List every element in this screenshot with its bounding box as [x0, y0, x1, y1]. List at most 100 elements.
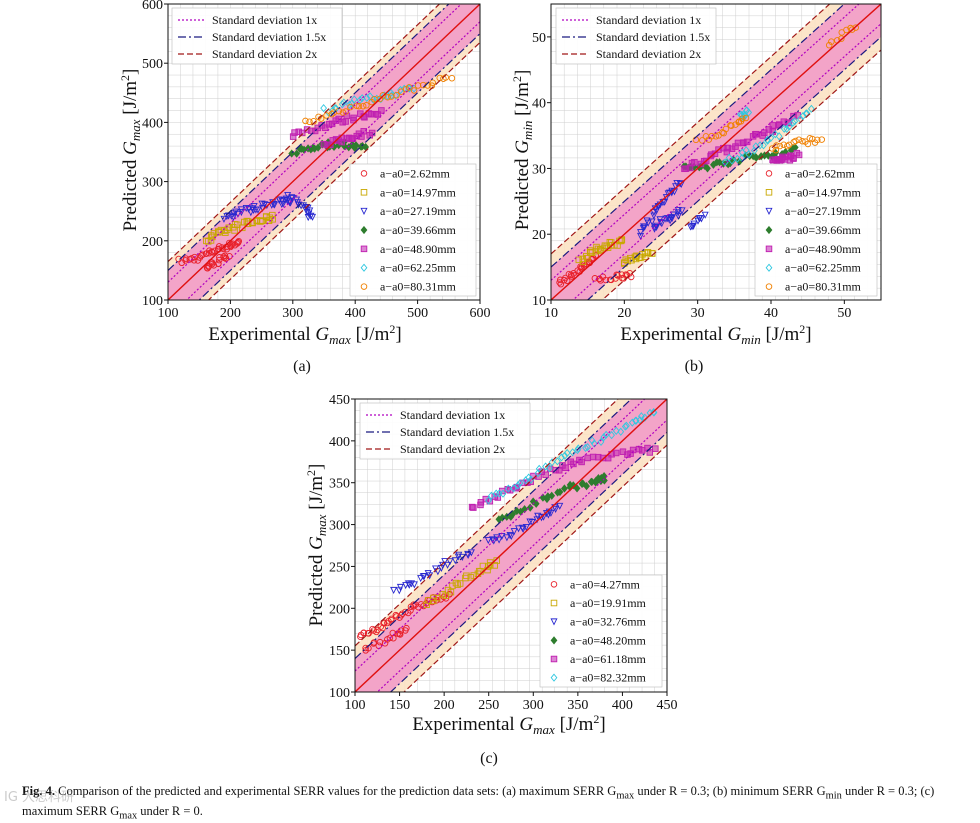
caption-sub-3: max — [119, 810, 138, 821]
legend-series-label: a−a0=32.76mm — [570, 615, 647, 629]
data-point — [393, 91, 400, 99]
caption-text-2: under R = 0.3; (b) minimum SERR G — [634, 784, 826, 798]
data-point — [281, 196, 289, 204]
legend-line-label: Standard deviation 1.5x — [400, 425, 514, 439]
y-tick-label: 600 — [142, 0, 163, 13]
data-point — [526, 518, 534, 526]
data-point — [490, 537, 498, 545]
data-point — [362, 644, 369, 652]
data-point — [652, 224, 661, 232]
data-point — [556, 487, 564, 497]
series-legend-box — [349, 163, 477, 297]
data-point — [199, 251, 206, 258]
panel-label-c: (c) — [480, 750, 498, 767]
data-point — [791, 117, 799, 126]
legend-series-label: a−a0=61.18mm — [570, 652, 647, 666]
legend-series-label: a−a0=19.91mm — [570, 596, 647, 610]
data-point — [342, 118, 349, 125]
data-point — [570, 460, 577, 468]
x-tick-label: 250 — [478, 698, 499, 713]
identity-line — [168, 4, 480, 300]
data-point — [495, 536, 503, 544]
data-point — [219, 245, 227, 253]
data-point — [484, 563, 492, 570]
data-point — [279, 200, 287, 208]
data-point — [689, 222, 697, 230]
data-point — [503, 534, 511, 542]
legend-line-label: Standard deviation 2x — [596, 47, 701, 61]
data-point — [203, 237, 210, 245]
data-point — [773, 142, 780, 149]
y-tick-label: 20 — [532, 228, 546, 243]
x-axis-label-b: Experimental Gmin [J/m2] — [620, 322, 811, 347]
data-point — [650, 212, 658, 220]
data-point — [584, 454, 591, 462]
data-point — [513, 506, 521, 516]
data-point — [646, 449, 654, 456]
data-point — [223, 213, 231, 221]
data-point — [590, 439, 598, 448]
panel-b: 10 20 30 40 50 10 20 30 40 50 Standard deviation 1… — [510, 3, 882, 375]
caption-text-4: under R = 0. — [137, 803, 203, 818]
legend-marker — [550, 618, 558, 626]
data-point — [648, 218, 656, 226]
data-point — [237, 209, 245, 217]
sd1-line — [551, 4, 860, 281]
data-point — [320, 104, 328, 113]
y-axis-label-c: Predicted Gmax [J/m2] — [304, 464, 329, 627]
data-point — [402, 582, 410, 590]
data-point — [640, 223, 648, 231]
series-legend-box — [754, 163, 878, 297]
data-point — [739, 115, 746, 123]
panel-label-a: (a) — [293, 358, 311, 375]
data-point — [355, 102, 363, 110]
data-point — [410, 87, 418, 94]
data-point — [623, 421, 630, 430]
data-point — [303, 209, 311, 217]
legend-series-label: a−a0=62.25mm — [785, 261, 862, 275]
sd2-line — [403, 444, 667, 692]
legend-series-label: a−a0=2.62mm — [380, 166, 451, 180]
y-tick-label: 50 — [532, 31, 546, 46]
data-point — [254, 206, 262, 214]
y-tick-label: 400 — [142, 116, 163, 131]
data-point — [208, 248, 216, 255]
data-point — [250, 202, 258, 211]
data-point — [608, 431, 615, 440]
data-point — [807, 104, 815, 113]
data-point — [175, 255, 182, 263]
x-tick-label: 30 — [691, 306, 705, 321]
data-point — [231, 221, 239, 228]
x-axis-label-c: Experimental Gmax [J/m2] — [412, 712, 605, 737]
data-point — [447, 588, 455, 596]
data-point — [492, 489, 500, 498]
data-point — [785, 141, 793, 149]
data-point — [247, 209, 255, 217]
data-point — [234, 210, 242, 218]
data-point — [446, 558, 454, 566]
data-point — [288, 149, 296, 158]
panel-label-b: (b) — [685, 358, 704, 375]
legend-marker — [550, 655, 558, 663]
data-point — [448, 74, 456, 82]
data-point — [563, 448, 571, 458]
caption-sub-2: min — [825, 790, 842, 802]
sd1-line — [572, 23, 881, 300]
y-tick-label: 300 — [142, 176, 163, 191]
data-point — [794, 112, 801, 119]
data-point — [769, 122, 777, 129]
legend-series-label: a−a0=80.31mm — [380, 280, 457, 294]
data-point — [261, 201, 269, 209]
data-point — [487, 491, 495, 500]
data-point — [444, 561, 452, 569]
x-tick-label: 400 — [612, 698, 633, 713]
legend-marker — [765, 170, 773, 177]
data-point — [814, 136, 821, 144]
data-point — [363, 93, 371, 102]
data-point — [402, 627, 409, 634]
data-point — [510, 528, 518, 536]
data-point — [584, 442, 591, 452]
data-point — [768, 145, 776, 152]
data-point — [515, 525, 523, 533]
data-point — [602, 430, 610, 439]
